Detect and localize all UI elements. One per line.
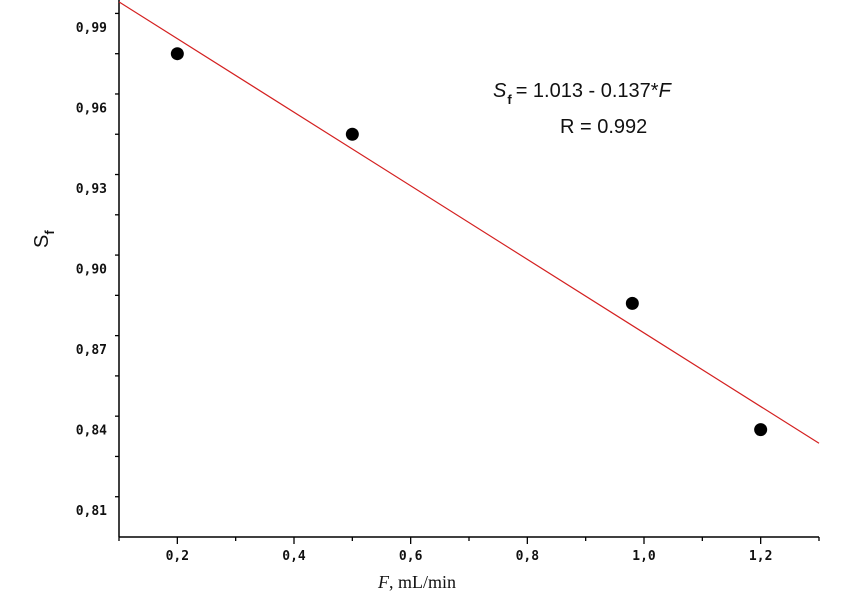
equation-line-1: Sf = 1.013 - 0.137*F [493,80,673,107]
y-tick-label: 0,87 [76,343,107,358]
y-axis-label-main: S [31,235,53,248]
data-point-4 [754,423,768,437]
x-axis-label-var: F [377,572,390,592]
data-point-2 [345,127,359,141]
y-axis-label: Sf [31,230,57,248]
y-tick-label: 0,93 [76,182,107,197]
plot-frame [118,0,819,538]
equation-lhs-sub: f [507,92,512,107]
equation-rhs-var: F [659,80,673,102]
x-tick-label: 1,0 [632,549,656,564]
x-tick-label: 0,6 [399,549,423,564]
y-tick-label: 0,90 [76,263,107,278]
y-axis-label-sub: f [42,230,57,235]
x-axis-label-unit: , mL/min [389,572,456,592]
data-point-3 [625,296,639,310]
y-tick-label: 0,81 [76,504,107,519]
y-axis-ticks: 0,81 0,84 0,87 0,90 0,93 0,96 0,99 [76,12,119,519]
x-tick-label: 0,4 [282,549,306,564]
equation-lhs: S [493,80,507,102]
x-tick-label: 0,8 [516,549,540,564]
y-tick-label: 0,96 [76,101,107,116]
y-tick-label: 0,84 [76,424,107,439]
fit-line [118,1,820,444]
data-points [170,47,768,437]
data-point-1 [170,47,184,61]
x-tick-label: 0,2 [166,549,189,564]
y-tick-label: 0,99 [76,21,107,36]
x-axis-label: F, mL/min [377,572,456,592]
x-tick-label: 1,2 [749,549,772,564]
equation-r: R = 0.992 [560,116,647,138]
equation-rhs: = 1.013 - 0.137* [516,80,659,102]
x-axis-ticks: 0,2 0,4 0,6 0,8 1,0 1,2 [118,537,820,564]
fit-line-group [118,1,820,444]
